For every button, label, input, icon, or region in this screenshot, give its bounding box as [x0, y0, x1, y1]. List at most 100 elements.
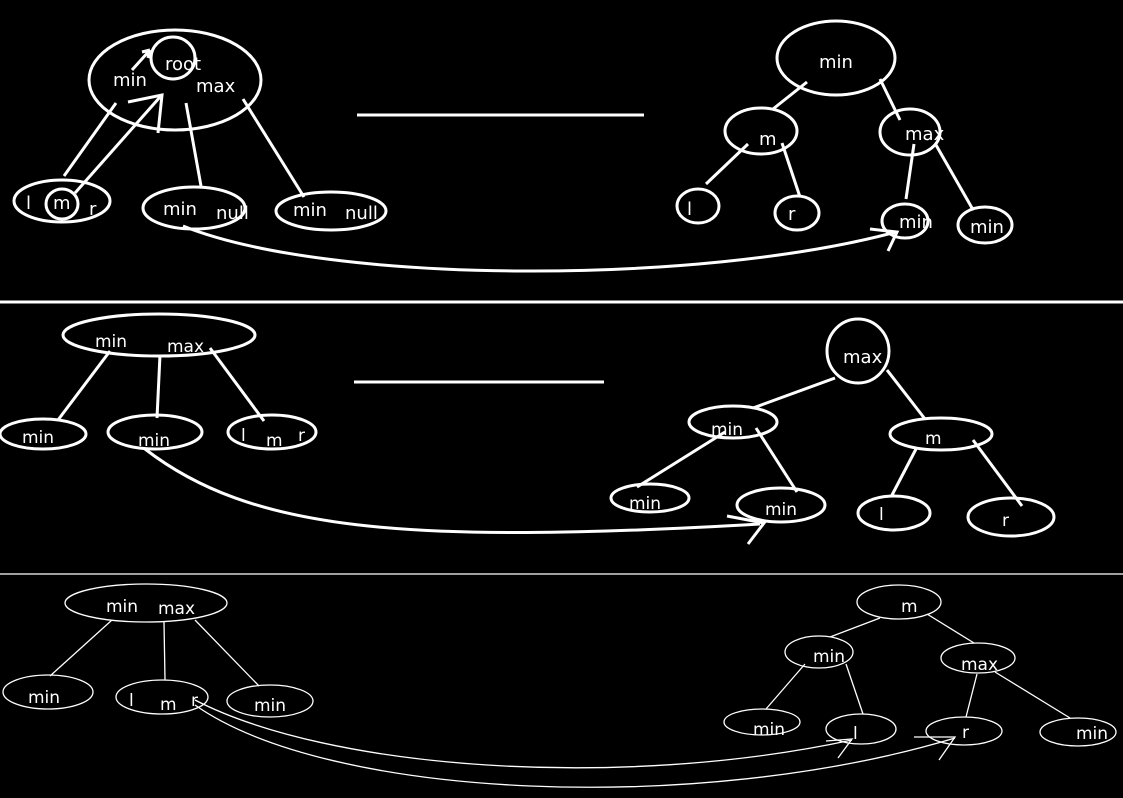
p2-left-edge-1 — [56, 350, 112, 421]
p1-curved-arrow — [182, 224, 897, 273]
p1-left-node-m-circle — [44, 187, 80, 221]
p2-right-m-label: m — [925, 429, 942, 449]
panel-1 — [12, 19, 1014, 273]
p3-left-child1-label: min — [28, 688, 60, 708]
p2-left-edge-2 — [155, 354, 162, 419]
p1-left-edge-1 — [62, 102, 118, 177]
p3-right-edge-6 — [994, 671, 1071, 719]
p3-left-m-label: m — [160, 695, 177, 715]
p3-right-edge-2 — [926, 613, 975, 644]
p2-right-leaf-min2-label: min — [765, 500, 797, 520]
p1-right-node-l — [675, 187, 721, 225]
p1-left-m-label: m — [53, 193, 71, 214]
p1-right-node-r — [773, 194, 821, 232]
p2-right-root-label: max — [843, 347, 883, 368]
p3-curved-arrowhead-r — [914, 736, 957, 761]
p1-right-l-label: l — [687, 199, 692, 220]
p1-right-edge-6 — [934, 144, 974, 209]
p3-right-edge-4 — [845, 663, 864, 715]
p1-right-m-label: m — [759, 129, 777, 150]
p1-left-child2-null-label: null — [216, 203, 249, 224]
p1-right-edge-3 — [704, 142, 750, 186]
p1-right-node-min-2 — [956, 205, 1014, 245]
p1-right-root-node — [775, 19, 897, 97]
p2-right-r-label: r — [1002, 511, 1009, 531]
panel-3 — [2, 583, 1117, 788]
p2-left-child-1 — [0, 417, 88, 451]
p2-curved-arrowhead — [726, 514, 767, 545]
panel-2 — [0, 312, 1056, 545]
p3-right-node-max — [940, 642, 1016, 674]
p3-right-edge-1 — [829, 617, 881, 638]
p1-right-edge-1 — [772, 80, 808, 111]
p2-right-leaf-r — [966, 496, 1056, 538]
p3-right-edge-5 — [965, 673, 978, 718]
p2-left-edge-3 — [208, 347, 266, 422]
p1-right-node-max — [878, 107, 942, 157]
p3-left-child-3 — [226, 684, 314, 718]
p1-left-root-node — [87, 28, 263, 132]
p1-left-root-label: root — [165, 54, 201, 75]
p3-left-edge-2 — [163, 621, 166, 681]
p1-left-root-inner-circle — [149, 35, 197, 81]
p1-right-r-label: r — [788, 204, 796, 225]
p1-right-edge-4 — [780, 142, 802, 198]
p1-left-r-label: r — [89, 199, 97, 220]
p2-left-child-2 — [106, 413, 204, 451]
p1-left-child3-null-label: null — [345, 203, 378, 224]
p1-left-node-min-null-2 — [274, 190, 388, 232]
p3-right-leaf-r — [925, 716, 1003, 746]
p3-right-root-node — [856, 584, 942, 620]
p3-left-r-label: r — [191, 691, 198, 711]
p1-right-edge-5 — [904, 143, 916, 200]
p2-left-child-3 — [226, 413, 318, 451]
p2-left-child1-label: min — [22, 428, 54, 448]
panel-3-labels: min max min l m r min m min max min l r … — [28, 597, 1108, 744]
p3-right-leaf-min-2 — [1039, 717, 1117, 747]
p1-left-child3-min-label: min — [293, 200, 327, 221]
p1-left-arrowhead-m — [127, 93, 164, 134]
p3-curved-arrow-r — [194, 704, 956, 788]
p1-left-edge-m-up — [73, 96, 162, 194]
p1-left-edge-3 — [241, 98, 306, 198]
p2-right-node-min — [687, 404, 779, 440]
p1-right-node-m — [723, 106, 799, 156]
p2-right-edge-1 — [752, 376, 836, 410]
p3-left-edge-3 — [194, 619, 260, 687]
panel-2-labels: min max min min l m r max min m min min … — [22, 332, 1009, 531]
p2-left-min-label: min — [95, 332, 127, 352]
p3-left-child-1 — [2, 674, 94, 710]
p3-right-r-label: r — [962, 723, 969, 743]
p3-right-edge-3 — [765, 663, 806, 710]
p2-right-leaf-min-2 — [735, 486, 827, 524]
p3-curved-arrow-l — [194, 699, 853, 769]
p2-right-edge-6 — [971, 439, 1024, 507]
p2-left-l-label: l — [241, 426, 246, 446]
p2-left-r-label: r — [298, 426, 305, 446]
p2-right-leaf-min-1 — [609, 482, 691, 514]
p3-left-child3-label: min — [254, 696, 286, 716]
p1-right-root-label: min — [819, 52, 853, 73]
p2-right-l-label: l — [879, 505, 884, 525]
p3-right-l-label: l — [853, 724, 858, 744]
p2-right-node-m — [888, 416, 994, 452]
p3-right-max-label: max — [961, 655, 998, 675]
p3-left-min-label: min — [106, 597, 138, 617]
p1-right-leaf-min1-label: min — [899, 212, 933, 233]
p3-right-min-label: min — [813, 647, 845, 667]
p3-right-node-min — [784, 635, 854, 669]
p3-right-leaf-min2-label: min — [1076, 724, 1108, 744]
p1-left-child2-min-label: min — [163, 199, 197, 220]
p2-right-leaf-l — [856, 494, 932, 532]
p3-right-root-label: m — [901, 597, 918, 617]
p2-left-max-label: max — [167, 337, 204, 357]
p1-left-edge-2 — [184, 102, 203, 187]
p1-left-min-label: min — [113, 70, 147, 91]
p2-right-min-label: min — [711, 420, 743, 440]
p1-left-max-label: max — [196, 76, 236, 97]
p2-right-edge-5 — [889, 448, 918, 498]
panel-1-labels: root min max l m r min null min null min… — [26, 52, 1004, 238]
p2-curved-arrow — [144, 447, 761, 535]
p3-left-l-label: l — [129, 691, 134, 711]
